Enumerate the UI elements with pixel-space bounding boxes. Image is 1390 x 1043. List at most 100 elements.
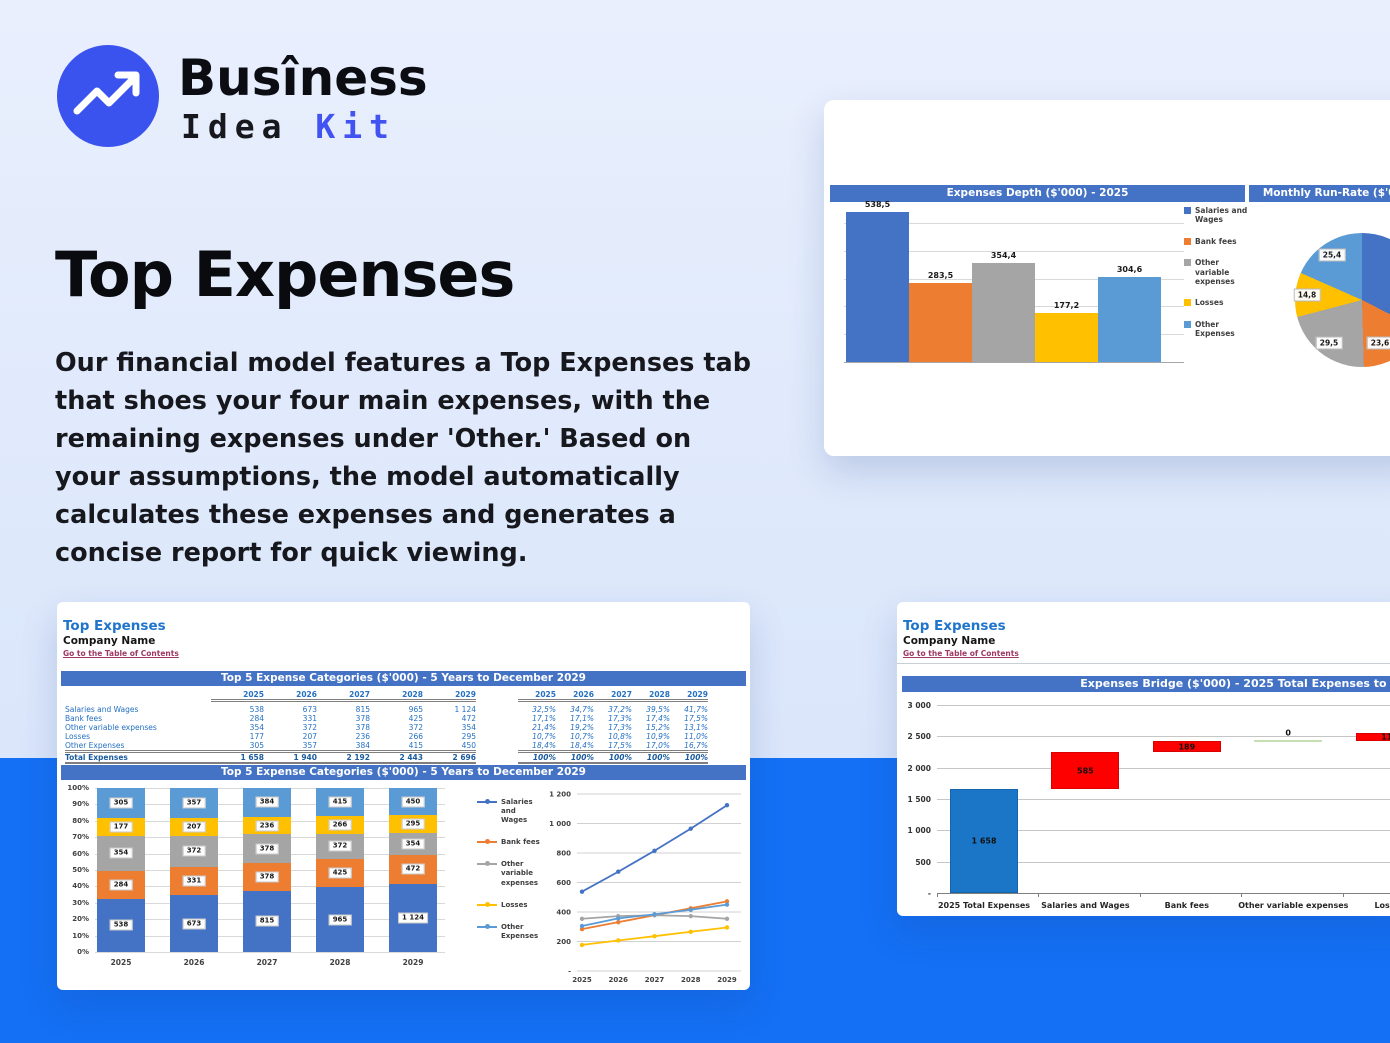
legend-swatch <box>1184 207 1191 214</box>
year-header: 2027 <box>594 690 632 702</box>
waterfall-bar-salaries-and-wages <box>1051 752 1120 790</box>
segment-value-label: 425 <box>328 867 352 879</box>
top5-chart-legend: Salaries and Wages Bank fees Other variabl… <box>477 798 541 954</box>
waterfall-bar-bank-fees <box>1152 740 1221 753</box>
y-axis-tick: 1 000 <box>907 826 932 836</box>
value-cell: 1 124 <box>454 704 476 714</box>
year-header: 2025 <box>518 690 556 702</box>
year-header: 2028 <box>370 690 423 702</box>
y-axis-tick: 2 500 <box>907 732 932 742</box>
table-cell <box>476 705 518 714</box>
data-point <box>724 803 730 808</box>
segment-value-label: 673 <box>182 918 206 930</box>
bar-value-label: 538,5 <box>864 200 891 210</box>
sheet2-tab-title: Top Expenses <box>903 618 1006 634</box>
legend-item-bank-fees: Bank fees <box>477 838 541 847</box>
year-header: 2026 <box>556 690 594 702</box>
legend-swatch <box>1184 320 1191 328</box>
pct-cell: 13,1% <box>684 722 708 732</box>
year-header: 2028 <box>632 690 670 702</box>
year-header: 2026 <box>264 690 317 702</box>
legend-label: Other variable expenses <box>501 860 539 887</box>
legend-label: Salaries and Wages <box>1195 206 1248 225</box>
axis-tick-mark <box>1139 893 1141 897</box>
segment-value-label: 284 <box>109 879 133 891</box>
page-description: Our financial model features a Top Expen… <box>55 347 751 568</box>
value-cell: 425 <box>408 713 423 723</box>
table-cell <box>476 690 518 701</box>
legend-item-losses: Losses <box>477 901 541 910</box>
segment-value-label: 372 <box>182 845 206 857</box>
x-axis-label: 2027 <box>256 958 278 967</box>
legend-label: Bank fees <box>1195 236 1237 246</box>
segment-value-label: 965 <box>328 914 352 926</box>
legend-label: Losses <box>1195 298 1224 308</box>
y-axis-tick: 80% <box>72 816 89 825</box>
waterfall-value-label: 585 <box>1077 766 1094 776</box>
legend-label: Salaries and Wages <box>501 798 533 825</box>
sheet1-toc-link[interactable]: Go to the Table of Contents <box>63 649 179 658</box>
gridline <box>937 799 1390 800</box>
pct-cell: 10,7% <box>570 731 594 741</box>
bar-bank-fees <box>909 283 972 362</box>
row-label-bank-fees: Bank fees <box>65 713 102 723</box>
x-axis-label: 2029 <box>402 958 424 967</box>
pct-cell: 32,5% <box>532 704 556 714</box>
legend-label: Other Expenses <box>501 922 539 940</box>
data-point <box>724 902 730 907</box>
waterfall-bar-losses <box>1355 733 1390 741</box>
legend-line-marker <box>477 901 497 909</box>
segment-value-label: 378 <box>255 843 279 855</box>
sheet2-company-name: Company Name <box>903 635 996 647</box>
table-cell <box>476 714 518 723</box>
expenses-bridge-sheet-card: Top Expenses Company Name Go to the Tabl… <box>897 602 1390 916</box>
year-header: 2025 <box>211 690 264 702</box>
y-axis-tick: 70% <box>72 833 89 842</box>
legend-item-salaries-and-wages: Salaries and Wages <box>477 798 541 825</box>
sheet2-toc-link[interactable]: Go to the Table of Contents <box>903 649 1019 658</box>
y-axis-tick: 30% <box>72 898 89 907</box>
data-point <box>652 912 657 917</box>
y-axis-tick: 90% <box>72 800 89 809</box>
x-axis-label: Salaries and Wages <box>1041 901 1130 910</box>
segment-value-label: 295 <box>401 818 425 830</box>
waterfall-value-label: 118 <box>1381 732 1390 742</box>
pct-cell: 17,5% <box>684 713 708 723</box>
total-pct-cell: 100% <box>556 749 594 764</box>
value-cell: 331 <box>302 713 317 723</box>
legend-label: Other variable expenses <box>1195 258 1235 286</box>
data-point <box>616 916 621 921</box>
gridline <box>95 952 445 953</box>
bar-value-label: 283,5 <box>927 271 954 281</box>
segment-value-label: 372 <box>328 840 352 852</box>
pct-cell: 11,0% <box>684 731 708 741</box>
y-axis-tick: 50% <box>72 866 89 874</box>
legend-dot <box>485 901 490 907</box>
x-axis-label: 2025 <box>572 976 592 984</box>
legend-item-other-expenses: Other Expenses <box>477 923 541 941</box>
legend-label: Bank fees <box>501 838 540 847</box>
data-point <box>579 889 585 894</box>
legend-swatch <box>1184 237 1191 245</box>
x-axis-label: 2027 <box>645 976 665 984</box>
total-pct-cell: 100% <box>670 749 708 764</box>
pct-cell: 17,0% <box>646 740 670 750</box>
value-cell: 177 <box>249 731 264 741</box>
value-cell: 415 <box>408 740 423 750</box>
segment-value-label: 177 <box>109 821 133 833</box>
y-axis-tick: 0% <box>77 948 89 956</box>
pct-cell: 17,1% <box>570 713 594 723</box>
y-axis-tick: 1 200 <box>549 791 571 799</box>
page-title: Top Expenses <box>55 237 515 311</box>
segment-value-label: 538 <box>109 919 133 931</box>
brand-word-kit: Kit <box>315 107 396 146</box>
pct-cell: 17,5% <box>608 740 632 750</box>
value-cell: 378 <box>355 713 370 723</box>
bar-salaries-and-wages <box>846 212 909 362</box>
brand-logo[interactable]: Busîness Idea Kit <box>57 45 487 165</box>
x-axis-label: 2028 <box>681 976 701 984</box>
table-cell <box>476 741 518 752</box>
x-axis-label: Losses <box>1374 901 1390 910</box>
x-axis-label: 2028 <box>329 958 351 967</box>
legend-line-marker <box>477 798 497 806</box>
